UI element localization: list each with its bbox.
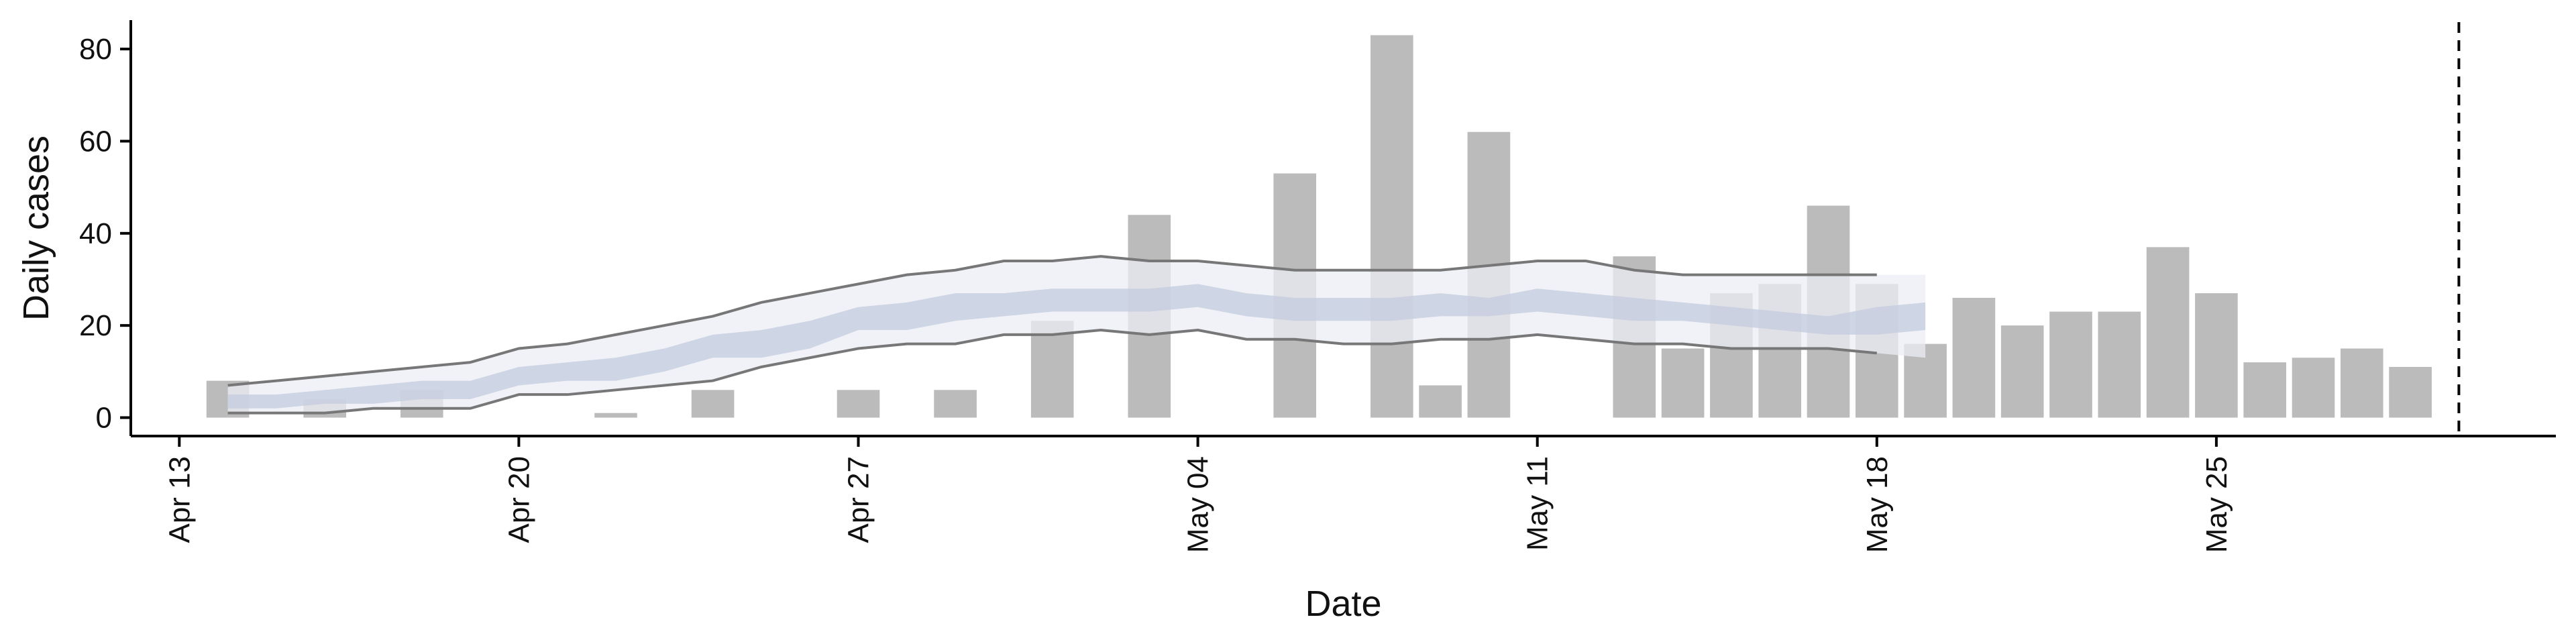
case-bar — [2195, 293, 2238, 418]
x-tick-label: Apr 13 — [163, 456, 196, 543]
case-bar — [837, 390, 880, 418]
case-bar — [1370, 35, 1413, 418]
x-axis-ticks: Apr 13 Apr 20 Apr 27 May 04 May 11 May 18 May … — [163, 436, 2233, 553]
case-bar — [2049, 311, 2092, 418]
x-tick-label: May 18 — [1861, 456, 1894, 553]
case-bar — [2146, 247, 2190, 418]
y-tick-label: 60 — [79, 125, 112, 158]
x-tick-label: Apr 20 — [502, 456, 535, 543]
inner-interval-band — [227, 284, 1926, 409]
x-tick-label: Apr 27 — [843, 456, 875, 543]
upper-bound-line — [227, 255, 1877, 387]
x-axis-title: Date — [1305, 584, 1381, 624]
lower-bound-line — [227, 329, 1877, 415]
case-bar — [594, 413, 637, 418]
case-bar — [1030, 321, 1074, 418]
y-tick-label: 20 — [79, 309, 112, 342]
case-bar — [1419, 385, 1462, 418]
x-tick-label: May 11 — [1521, 456, 1554, 551]
estimate-bands-layer — [227, 256, 1926, 413]
case-bar — [2292, 358, 2335, 418]
case-bar — [2098, 311, 2141, 418]
case-bar — [2340, 348, 2383, 418]
y-tick-label: 80 — [79, 33, 112, 66]
y-axis-title: Daily cases — [16, 136, 56, 321]
y-axis-ticks: 0 20 40 60 80 — [79, 33, 131, 435]
case-bar — [2000, 325, 2044, 418]
estimate-lines-layer — [227, 255, 1877, 415]
case-bar — [1952, 297, 1996, 418]
y-tick-label: 0 — [96, 402, 112, 435]
y-tick-label: 40 — [79, 217, 112, 250]
case-bar — [2389, 366, 2432, 418]
case-bar — [2243, 362, 2287, 418]
x-tick-label: May 25 — [2200, 456, 2233, 553]
x-tick-label: May 04 — [1182, 456, 1215, 553]
case-bar — [691, 390, 735, 418]
case-bar — [934, 390, 977, 418]
case-bar — [1661, 348, 1705, 418]
